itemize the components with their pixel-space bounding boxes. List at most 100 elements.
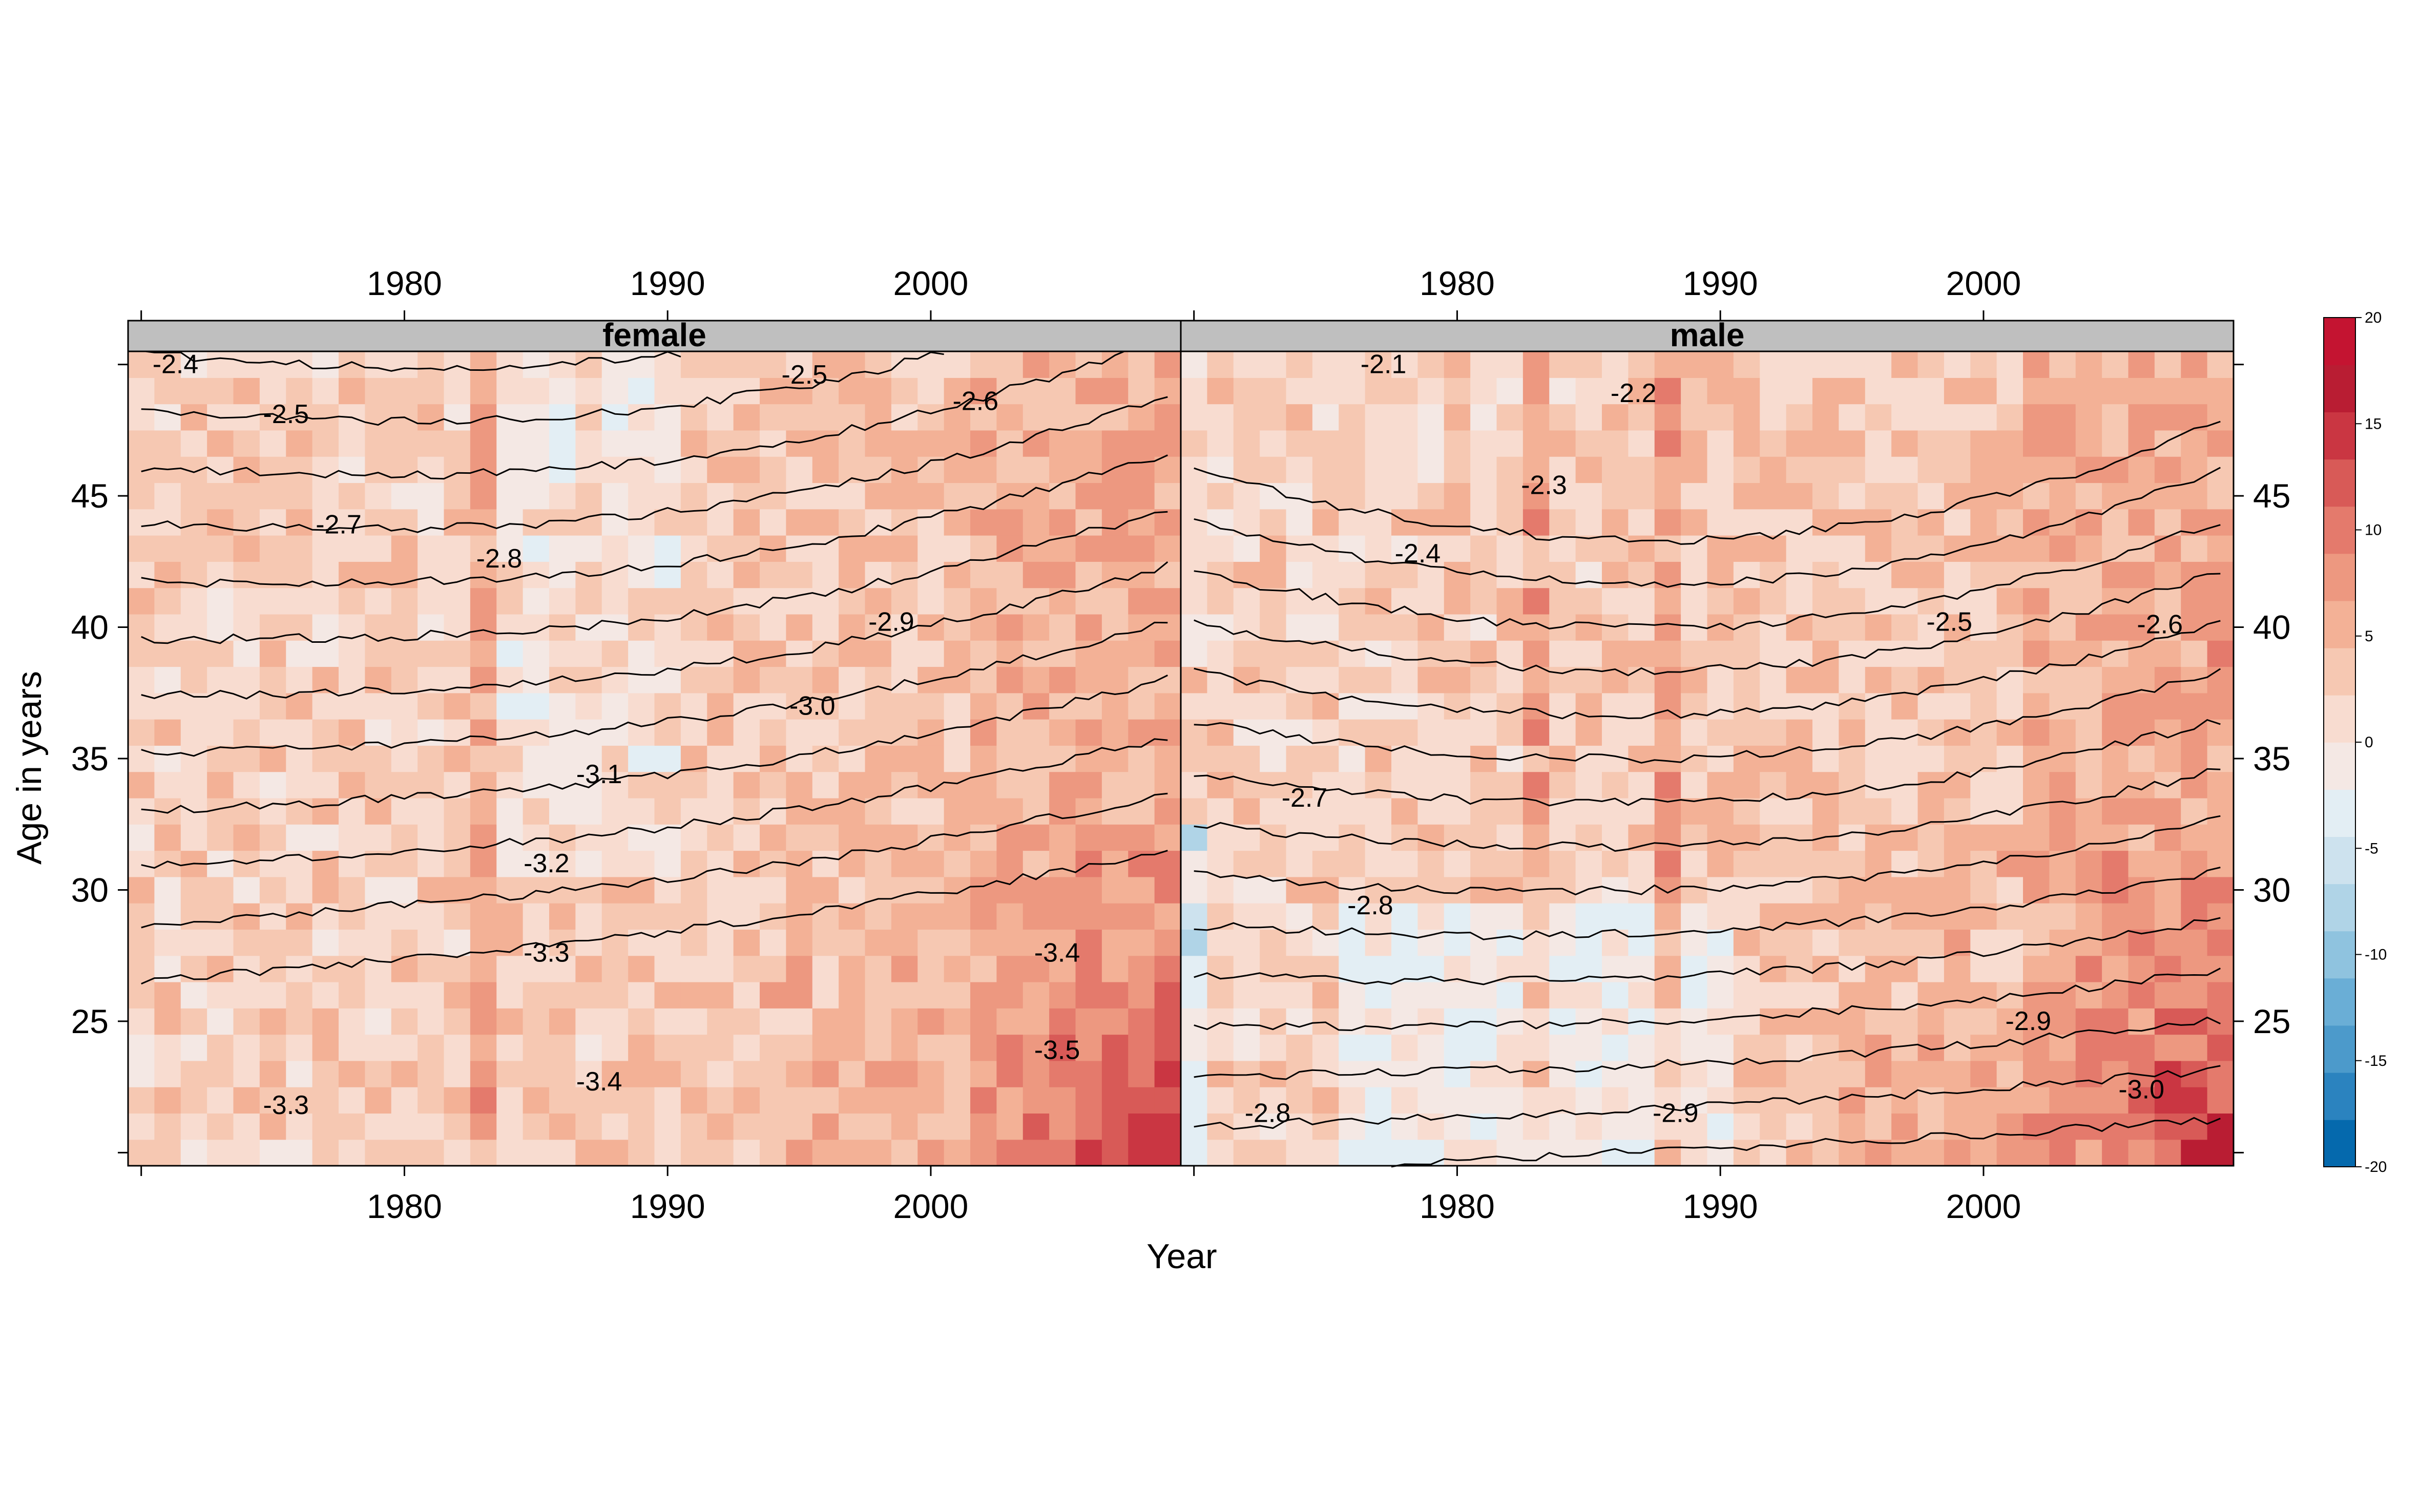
- heatmap-cell: [1496, 1034, 1524, 1061]
- heatmap-cell: [1181, 955, 1207, 982]
- heatmap-cell: [1839, 1008, 1866, 1035]
- heatmap-cell: [917, 561, 945, 589]
- heatmap-cell: [1707, 771, 1734, 799]
- heatmap-cell: [1207, 876, 1234, 904]
- heatmap-cell: [970, 640, 997, 667]
- heatmap-cell: [944, 482, 971, 510]
- heatmap-cell: [1522, 1087, 1550, 1114]
- heatmap-cell: [1602, 561, 1629, 589]
- heatmap-cell: [1522, 1139, 1550, 1166]
- heatmap-cell: [470, 1060, 497, 1087]
- heatmap-cell: [1339, 482, 1366, 510]
- contour-line: [141, 396, 1168, 533]
- heatmap-cell: [944, 614, 971, 641]
- heatmap-cell: [917, 850, 945, 877]
- heatmap-cell: [654, 1034, 681, 1061]
- heatmap-cell: [1681, 903, 1708, 930]
- heatmap-cell: [917, 1087, 945, 1114]
- heatmap-cell: [1260, 666, 1287, 694]
- heatmap-cell: [444, 404, 471, 431]
- heatmap-cell: [1260, 955, 1287, 982]
- heatmap-cell: [444, 1087, 471, 1114]
- contour-label: -2.7: [1282, 783, 1328, 813]
- heatmap-cell: [707, 509, 734, 536]
- heatmap-cell: [1970, 692, 1997, 720]
- heatmap-cell: [1970, 535, 1997, 562]
- heatmap-cell: [1470, 666, 1497, 694]
- heatmap-cell: [1602, 1139, 1629, 1166]
- heatmap-cell: [496, 1060, 524, 1087]
- heatmap-cell: [2207, 719, 2234, 746]
- heatmap-cell: [1628, 955, 1655, 982]
- heatmap-cell: [1233, 587, 1260, 615]
- heatmap-cell: [654, 797, 681, 825]
- heatmap-cell: [628, 535, 655, 562]
- heatmap-cell: [1549, 1060, 1576, 1087]
- heatmap-cell: [1786, 824, 1813, 851]
- heatmap-cell: [1944, 981, 1971, 1009]
- heatmap-cell: [365, 1139, 392, 1166]
- heatmap-cell: [1417, 1034, 1445, 1061]
- heatmap-cell: [391, 955, 418, 982]
- heatmap-cell: [1575, 1113, 1602, 1140]
- heatmap-cell: [312, 1060, 339, 1087]
- heatmap-cell: [1575, 561, 1602, 589]
- heatmap-cell: [1970, 561, 1997, 589]
- heatmap-cell: [1602, 1034, 1629, 1061]
- heatmap-cell: [996, 981, 1024, 1009]
- heatmap-cell: [2023, 850, 2050, 877]
- heatmap-cell: [1733, 850, 1760, 877]
- heatmap-cell: [2049, 377, 2076, 405]
- heatmap-cell: [1470, 377, 1497, 405]
- heatmap-cell: [1654, 587, 1681, 615]
- heatmap-cell: [601, 666, 629, 694]
- heatmap-cell: [1101, 614, 1129, 641]
- heatmap-cell: [2102, 876, 2129, 904]
- heatmap-cell: [418, 1139, 445, 1166]
- heatmap-cell: [970, 692, 997, 720]
- heatmap-cell: [2102, 1034, 2129, 1061]
- heatmap-cell: [1286, 824, 1313, 851]
- heatmap-cell: [1233, 929, 1260, 956]
- heatmap-cell: [839, 719, 866, 746]
- heatmap-cell: [1207, 692, 1234, 720]
- heatmap-cell: [1707, 719, 1734, 746]
- heatmap-cell: [707, 587, 734, 615]
- heatmap-cell: [575, 535, 602, 562]
- heatmap-cell: [865, 981, 892, 1009]
- heatmap-cell: [786, 1008, 813, 1035]
- heatmap-cell: [233, 1034, 260, 1061]
- heatmap-cell: [1865, 771, 1892, 799]
- heatmap-cell: [470, 692, 497, 720]
- heatmap-cell: [2023, 955, 2050, 982]
- heatmap-cell: [1339, 850, 1366, 877]
- heatmap-cell: [1522, 482, 1550, 510]
- heatmap-cell: [707, 692, 734, 720]
- heatmap-cell: [1470, 587, 1497, 615]
- heatmap-cell: [2154, 692, 2181, 720]
- heatmap-cell: [628, 981, 655, 1009]
- heatmap-cell: [207, 1087, 234, 1114]
- heatmap-cell: [418, 587, 445, 615]
- heatmap-cell: [2128, 903, 2155, 930]
- heatmap-cell: [733, 351, 760, 378]
- heatmap-cell: [2154, 1034, 2181, 1061]
- heatmap-cell: [1075, 614, 1102, 641]
- heatmap-cell: [917, 981, 945, 1009]
- heatmap-cell: [839, 929, 866, 956]
- heatmap-cell: [2207, 1113, 2234, 1140]
- heatmap-cell: [391, 377, 418, 405]
- heatmap-cell: [2181, 981, 2208, 1009]
- heatmap-cell: [1339, 1139, 1366, 1166]
- heatmap-cell: [1154, 692, 1181, 720]
- heatmap-cell: [286, 1113, 313, 1140]
- heatmap-cell: [259, 430, 286, 457]
- heatmap-cell: [654, 903, 681, 930]
- heatmap-cell: [496, 824, 524, 851]
- heatmap-cell: [1786, 797, 1813, 825]
- heatmap-cell: [391, 745, 418, 772]
- heatmap-cell: [1207, 1139, 1234, 1166]
- heatmap-cell: [444, 903, 471, 930]
- heatmap-cell: [1812, 981, 1839, 1009]
- heatmap-cell: [180, 640, 207, 667]
